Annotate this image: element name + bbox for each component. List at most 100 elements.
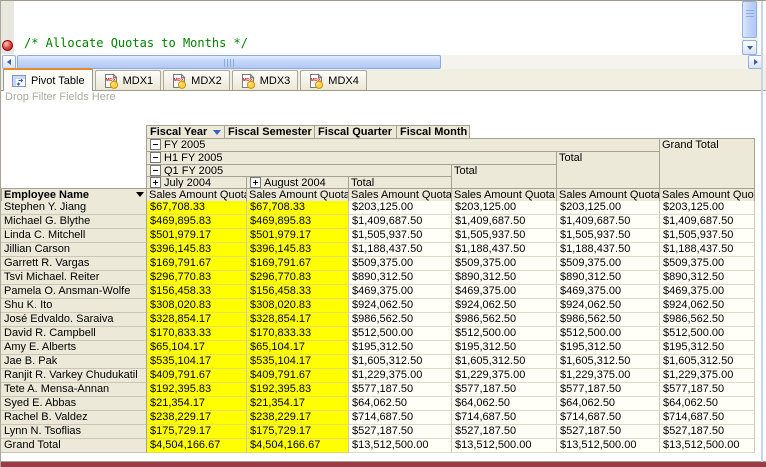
cell-h1-total: $469,375.00 [452, 285, 557, 299]
row-header-employee[interactable]: Garrett R. Vargas [1, 257, 147, 271]
row-header-employee[interactable]: Jillian Carson [1, 243, 147, 257]
filter-dropdown-icon[interactable] [213, 129, 222, 135]
code-area[interactable]: /* Allocate Quotas to Months */ SCOPE ( … [14, 1, 741, 153]
horizontal-scrollbar-thumb[interactable] [17, 55, 441, 69]
cell-grand-total: $986,562.50 [660, 313, 755, 327]
measure-header[interactable]: Sales Amount Quota [451, 188, 557, 202]
pane-splitter[interactable] [761, 1, 763, 462]
cell-august-2004: $4,504,166.67 [247, 439, 349, 453]
table-row: Jae B. Pak $535,104.17 $535,104.17 $1,60… [1, 355, 755, 369]
collapse-icon[interactable] [150, 139, 161, 150]
editor-vertical-scrollbar[interactable] [742, 1, 758, 55]
cell-grand-total: $469,375.00 [660, 285, 755, 299]
tab-label: MDX4 [328, 74, 359, 87]
measure-header[interactable]: Sales Amount Quota [146, 188, 247, 202]
field-button-fiscal-semester[interactable]: Fiscal Semester [224, 126, 314, 138]
mdx-script-editor[interactable]: /* Allocate Quotas to Months */ SCOPE ( … [1, 1, 766, 153]
measure-header[interactable]: Sales Amount Quota [556, 188, 660, 202]
cell-q1-total: $924,062.50 [349, 299, 452, 313]
cell-august-2004: $67,708.33 [247, 201, 349, 215]
row-header-employee[interactable]: Tete A. Mensa-Annan [1, 383, 147, 397]
group-header-fy2005[interactable]: FY 2005 [146, 138, 660, 152]
cell-grand-total: $203,125.00 [660, 201, 755, 215]
row-header-employee[interactable]: Linda C. Mitchell [1, 229, 147, 243]
cell-august-2004: $469,895.83 [247, 215, 349, 229]
measure-header[interactable]: Sales Amount Quota [246, 188, 349, 202]
cell-grand-total: $509,375.00 [660, 257, 755, 271]
row-header-employee[interactable]: Shu K. Ito [1, 299, 147, 313]
table-row: Amy E. Alberts $65,104.17 $65,104.17 $19… [1, 341, 755, 355]
code-comment: /* Allocate Quotas to Months */ [24, 36, 248, 50]
row-header-employee[interactable]: Stephen Y. Jiang [1, 201, 147, 215]
fy-total-header[interactable]: Total [556, 151, 660, 189]
filter-dropdown-icon[interactable] [136, 192, 144, 197]
table-row: Shu K. Ito $308,020.83 $308,020.83 $924,… [1, 299, 755, 313]
cell-july-2004: $296,770.83 [147, 271, 247, 285]
tab-mdx4[interactable]: MDX MDX4 [300, 70, 367, 90]
measure-header[interactable]: Sales Amount Quota [659, 188, 755, 202]
field-label: Fiscal Quarter [318, 126, 392, 138]
cell-fy-total: $714,687.50 [557, 411, 660, 425]
row-header-employee[interactable]: Syed E. Abbas [1, 397, 147, 411]
collapse-icon[interactable] [150, 152, 161, 163]
cell-fy-total: $1,188,437.50 [557, 243, 660, 257]
group-header-h1fy2005[interactable]: H1 FY 2005 [146, 151, 557, 165]
cell-grand-total: $577,187.50 [660, 383, 755, 397]
field-button-fiscal-quarter[interactable]: Fiscal Quarter [314, 126, 396, 138]
cell-grand-total: $1,229,375.00 [660, 369, 755, 383]
collapse-icon[interactable] [150, 165, 161, 176]
cell-h1-total: $1,188,437.50 [452, 243, 557, 257]
row-header-employee[interactable]: Lynn N. Tsoflias [1, 425, 147, 439]
breakpoint-gutter[interactable] [1, 1, 14, 54]
expand-icon[interactable] [150, 177, 161, 188]
row-header-employee[interactable]: David R. Campbell [1, 327, 147, 341]
row-header-employee[interactable]: Tsvi Michael. Reiter [1, 271, 147, 285]
cell-july-2004: $409,791.67 [147, 369, 247, 383]
grand-total-header[interactable]: Grand Total [659, 138, 755, 189]
row-header-employee[interactable]: Jae B. Pak [1, 355, 147, 369]
cell-august-2004: $170,833.33 [247, 327, 349, 341]
scrollbar-grip [746, 9, 754, 17]
right-arrow-icon [753, 59, 758, 65]
breakpoint-icon[interactable] [2, 40, 13, 51]
cell-july-2004: $192,395.83 [147, 383, 247, 397]
cell-grand-total: $1,188,437.50 [660, 243, 755, 257]
editor-horizontal-scrollbar[interactable] [1, 55, 766, 69]
table-row: Michael G. Blythe $469,895.83 $469,895.8… [1, 215, 755, 229]
field-button-fiscal-month[interactable]: Fiscal Month [396, 126, 469, 138]
tab-label: MDX1 [122, 74, 154, 87]
row-header-employee[interactable]: Ranjit R. Varkey Chudukatil [1, 369, 147, 383]
cell-fy-total: $64,062.50 [557, 397, 660, 411]
row-header-employee[interactable]: Grand Total [1, 439, 147, 453]
row-header-employee[interactable]: José Edvaldo. Saraiva [1, 313, 147, 327]
mdx-document-icon: MDX [240, 72, 256, 89]
measure-header[interactable]: Sales Amount Quota [348, 188, 452, 202]
row-header-employee[interactable]: Rachel B. Valdez [1, 411, 147, 425]
scroll-down-button[interactable] [742, 40, 757, 55]
row-header-employee[interactable]: Michael G. Blythe [1, 215, 147, 229]
cell-fy-total: $924,062.50 [557, 299, 660, 313]
tab-mdx1[interactable]: MDX MDX1 [94, 70, 162, 90]
row-header-employee[interactable]: Amy E. Alberts [1, 341, 147, 355]
expand-icon[interactable] [250, 177, 261, 188]
cell-q1-total: $64,062.50 [349, 397, 452, 411]
cell-july-2004: $396,145.83 [147, 243, 247, 257]
tab-mdx3[interactable]: MDX MDX3 [231, 70, 299, 90]
vertical-scrollbar-thumb[interactable] [742, 1, 757, 38]
group-label: Q1 FY 2005 [164, 165, 224, 177]
h1-total-header[interactable]: Total [451, 164, 557, 189]
filter-drop-zone[interactable]: Drop Filter Fields Here [5, 91, 116, 103]
cell-august-2004: $501,979.17 [247, 229, 349, 243]
tab-pivot-table[interactable]: Pivot Table [3, 68, 93, 91]
svg-text:MDX: MDX [242, 77, 253, 82]
scroll-left-button[interactable] [2, 55, 16, 69]
cell-fy-total: $509,375.00 [557, 257, 660, 271]
group-label: FY 2005 [164, 139, 206, 151]
field-button-fiscal-year[interactable]: Fiscal Year [147, 126, 224, 138]
row-header-employee[interactable]: Pamela O. Ansman-Wolfe [1, 285, 147, 299]
tab-mdx2[interactable]: MDX MDX2 [163, 70, 230, 90]
cell-h1-total: $1,505,937.50 [452, 229, 557, 243]
cell-q1-total: $1,409,687.50 [349, 215, 452, 229]
cell-august-2004: $296,770.83 [247, 271, 349, 285]
field-button-employee-name[interactable]: Employee Name [1, 188, 147, 202]
